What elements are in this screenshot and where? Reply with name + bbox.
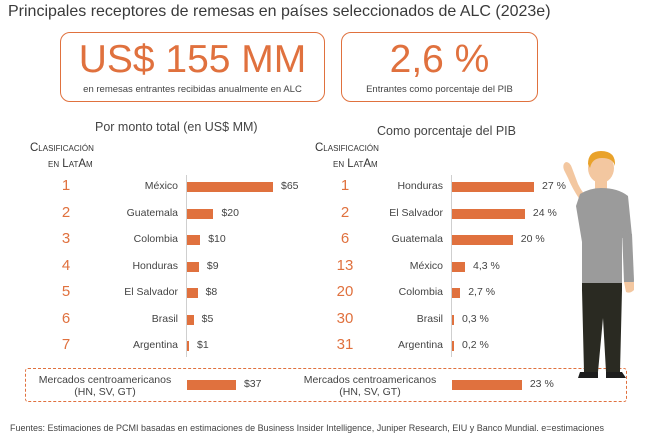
value-label: $65	[281, 180, 299, 192]
rank-number: 1	[340, 177, 350, 194]
rank-number: 20	[336, 283, 354, 300]
bar-axis-line	[451, 175, 452, 357]
bar	[187, 208, 214, 219]
country-label: Argentina	[133, 339, 178, 351]
rank-number: 7	[61, 336, 71, 353]
value-label: $8	[205, 286, 218, 298]
summary-value-label: $37	[243, 378, 262, 390]
right-chart-title: Como porcentaje del PIB	[377, 124, 516, 138]
value-label: 4,3 %	[473, 259, 500, 272]
rank-header-line1: Clasificación	[315, 142, 379, 154]
summary-bar	[187, 380, 236, 390]
country-label: Brasil	[151, 312, 178, 325]
country-label: El Salvador	[389, 206, 443, 219]
country-label: Guatemala	[126, 206, 178, 219]
rank-number: 13	[336, 256, 354, 274]
rank-header-line2: en LatAm	[48, 158, 93, 170]
country-label: Colombia	[398, 286, 443, 298]
left-summary-label: Mercados centroamericanos (HN, SV, GT)	[28, 374, 182, 398]
bar	[452, 288, 461, 298]
bar	[187, 261, 199, 272]
bar	[452, 235, 513, 245]
bar	[452, 182, 534, 192]
summary-label-line2: (HN, SV, GT)	[74, 386, 136, 398]
country-label: Brasil	[416, 312, 443, 325]
bar	[187, 288, 198, 298]
left-rank-header: Clasificación en LatAm	[30, 140, 94, 172]
value-label: 20 %	[520, 233, 545, 245]
bar	[187, 341, 189, 351]
kpi-gdp-value: 2,6 %	[389, 38, 490, 81]
kpi-gdp-label: Entrantes como porcentaje del PIB	[366, 84, 513, 95]
rank-number: 2	[340, 203, 350, 221]
bar-axis-line	[186, 175, 187, 357]
person-icon	[563, 151, 634, 378]
country-label: México	[144, 180, 178, 192]
right-rank-header: Clasificación en LatAm	[315, 140, 379, 172]
value-label: 27 %	[542, 180, 566, 192]
rank-number: 6	[340, 230, 350, 247]
country-label: El Salvador	[124, 286, 178, 298]
bar	[452, 314, 454, 325]
summary-label-line1: Mercados centroamericanos	[303, 374, 437, 386]
bar	[187, 235, 201, 245]
value-label: 2,7 %	[468, 286, 496, 298]
country-label: Honduras	[397, 180, 443, 192]
country-label: México	[409, 259, 443, 272]
value-label: $20	[221, 206, 239, 219]
central-american-summary-box	[25, 368, 627, 402]
bar	[452, 341, 454, 351]
summary-value-label: 23 %	[529, 378, 554, 390]
rank-header-line2: en LatAm	[333, 158, 378, 170]
kpi-total-remittances: US$ 155 MM en remesas entrantes recibida…	[60, 32, 325, 102]
kpi-gdp-share: 2,6 % Entrantes como porcentaje del PIB	[341, 32, 538, 102]
summary-label-line2: (HN, SV, GT)	[339, 386, 401, 398]
rank-number: 31	[336, 336, 354, 353]
right-summary-label: Mercados centroamericanos (HN, SV, GT)	[293, 374, 447, 398]
rank-number: 4	[61, 256, 71, 274]
value-label: $5	[201, 312, 214, 325]
kpi-total-label: en remesas entrantes recibidas anualment…	[83, 84, 302, 95]
rank-number: 1	[61, 177, 71, 194]
summary-bar	[452, 380, 522, 390]
rank-number: 6	[61, 309, 71, 327]
rank-number: 5	[61, 283, 71, 300]
rank-number: 2	[61, 203, 71, 221]
value-label: 24 %	[532, 206, 557, 219]
bar	[187, 314, 194, 325]
bar	[452, 208, 525, 219]
page-title: Principales receptores de remesas en paí…	[8, 3, 551, 20]
rank-header-line1: Clasificación	[30, 142, 94, 154]
value-label: 0,3 %	[462, 312, 489, 325]
value-label: $10	[208, 233, 226, 245]
kpi-total-value: US$ 155 MM	[78, 38, 307, 81]
country-label: Guatemala	[391, 233, 443, 245]
value-label: 0,2 %	[462, 339, 489, 351]
value-label: $1	[197, 339, 209, 351]
country-label: Argentina	[398, 339, 443, 351]
source-note: Fuentes: Estimaciones de PCMI basadas en…	[10, 423, 605, 433]
bar	[452, 261, 466, 272]
left-chart-title: Por monto total (en US$ MM)	[95, 120, 258, 134]
rank-number: 3	[61, 230, 71, 247]
summary-label-line1: Mercados centroamericanos	[38, 374, 172, 386]
rank-number: 30	[336, 309, 354, 327]
value-label: $9	[206, 259, 219, 272]
country-label: Colombia	[133, 233, 178, 245]
bar	[187, 182, 273, 192]
country-label: Honduras	[132, 259, 178, 272]
